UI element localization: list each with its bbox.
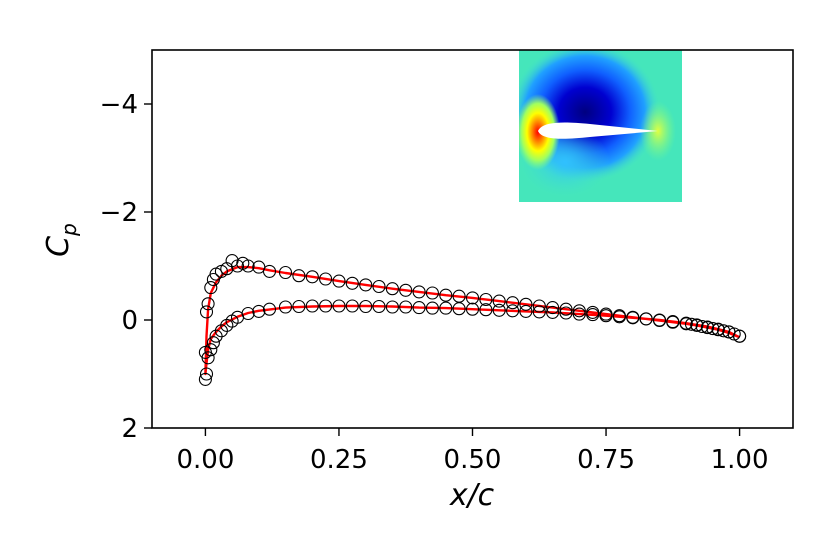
y-tick-label: 0 xyxy=(121,306,138,336)
data-point-pressure xyxy=(519,304,533,318)
svg-text:Cp: Cp xyxy=(41,223,81,257)
data-point-pressure xyxy=(209,329,223,343)
data-point-pressure xyxy=(262,302,277,316)
series-line-prediction xyxy=(204,265,741,376)
x-tick-label: 0.00 xyxy=(176,445,234,475)
data-point-pressure xyxy=(372,299,386,314)
airfoil-shape xyxy=(538,122,658,139)
data-point-pressure xyxy=(532,305,546,319)
data-point-pressure xyxy=(652,313,667,327)
data-point-suction xyxy=(465,291,480,305)
inset-contour-image xyxy=(519,50,682,202)
data-point-suction xyxy=(684,317,699,331)
y-axis-label-main: C xyxy=(41,236,76,257)
data-point-suction xyxy=(278,265,293,280)
data-point-pressure xyxy=(206,336,220,350)
data-point-suction xyxy=(262,264,277,278)
data-point-suction xyxy=(492,294,506,308)
data-point-pressure xyxy=(479,303,493,317)
data-point-pressure xyxy=(241,306,255,321)
data-point-pressure xyxy=(452,302,466,316)
x-tick-label: 0.50 xyxy=(444,445,502,475)
data-point-pressure xyxy=(572,307,586,321)
data-point-pressure xyxy=(465,302,480,316)
y-axis-label: Cp xyxy=(41,223,81,257)
data-series xyxy=(198,254,747,386)
data-point-suction xyxy=(204,281,218,295)
data-point-suction xyxy=(695,319,709,334)
y-tick-label: −4 xyxy=(100,90,138,120)
data-point-pressure xyxy=(599,309,613,323)
data-point-pressure xyxy=(679,316,693,330)
x-axis-label: x/c xyxy=(449,478,495,513)
data-point-pressure xyxy=(305,299,319,313)
data-point-pressure xyxy=(214,324,228,338)
data-point-pressure xyxy=(612,310,626,324)
data-point-pressure xyxy=(586,308,600,322)
data-point-pressure xyxy=(252,304,266,318)
data-point-pressure xyxy=(204,343,218,357)
data-point-suction xyxy=(506,296,520,310)
data-point-pressure xyxy=(201,351,215,365)
data-point-pressure xyxy=(425,301,439,315)
data-point-pressure xyxy=(359,299,373,314)
data-point-pressure xyxy=(319,299,333,313)
data-point-suction xyxy=(519,297,533,311)
data-point-pressure xyxy=(399,300,413,314)
data-point-suction xyxy=(385,282,399,296)
data-point-pressure xyxy=(666,315,680,329)
data-point-suction xyxy=(345,276,359,290)
data-point-suction xyxy=(319,272,333,286)
data-point-pressure xyxy=(711,322,725,336)
data-point-pressure xyxy=(506,304,520,318)
data-point-pressure xyxy=(733,329,747,343)
y-tick-label: −2 xyxy=(100,198,138,228)
data-point-suction xyxy=(572,304,586,318)
data-point-suction xyxy=(332,274,346,288)
data-point-suction xyxy=(706,322,720,336)
x-tick-label: 0.75 xyxy=(577,445,635,475)
y-axis: −4 −2 0 2 xyxy=(100,90,152,444)
data-point-suction xyxy=(292,269,306,283)
x-tick-label: 1.00 xyxy=(711,445,769,475)
data-point-suction xyxy=(425,286,439,300)
data-point-suction xyxy=(372,279,386,294)
y-axis-label-subscript: p xyxy=(57,223,81,237)
data-point-pressure xyxy=(199,367,214,381)
data-point-suction xyxy=(532,299,546,313)
data-point-pressure xyxy=(278,300,293,314)
data-point-suction xyxy=(399,283,413,297)
data-point-pressure xyxy=(639,312,653,326)
data-point-pressure xyxy=(332,299,346,313)
data-point-pressure xyxy=(690,318,704,332)
data-point-suction xyxy=(225,254,239,268)
data-point-pressure xyxy=(546,305,560,319)
data-point-pressure xyxy=(198,372,212,386)
data-point-suction xyxy=(359,278,373,292)
data-point-pressure xyxy=(626,311,640,325)
data-point-suction xyxy=(546,301,560,315)
data-point-pressure xyxy=(559,306,573,320)
y-tick-label: 2 xyxy=(121,414,138,444)
x-axis: 0.00 0.25 0.50 0.75 1.00 xyxy=(176,428,769,475)
data-point-suction xyxy=(241,259,255,273)
data-point-pressure xyxy=(412,301,426,315)
plot-frame xyxy=(151,49,794,429)
data-point-suction xyxy=(479,292,493,307)
data-point-suction xyxy=(412,285,426,299)
data-point-pressure xyxy=(385,300,399,314)
x-tick-label: 0.25 xyxy=(310,445,368,475)
data-point-suction xyxy=(201,297,215,311)
data-point-suction xyxy=(305,270,319,284)
data-point-pressure xyxy=(292,299,306,314)
data-point-suction xyxy=(199,305,214,319)
data-point-suction xyxy=(559,302,573,316)
data-point-pressure xyxy=(345,299,359,313)
data-point-suction xyxy=(439,288,453,302)
data-point-pressure xyxy=(492,303,506,317)
data-point-pressure xyxy=(700,320,715,334)
data-point-pressure xyxy=(439,301,453,315)
data-point-suction xyxy=(727,327,741,341)
